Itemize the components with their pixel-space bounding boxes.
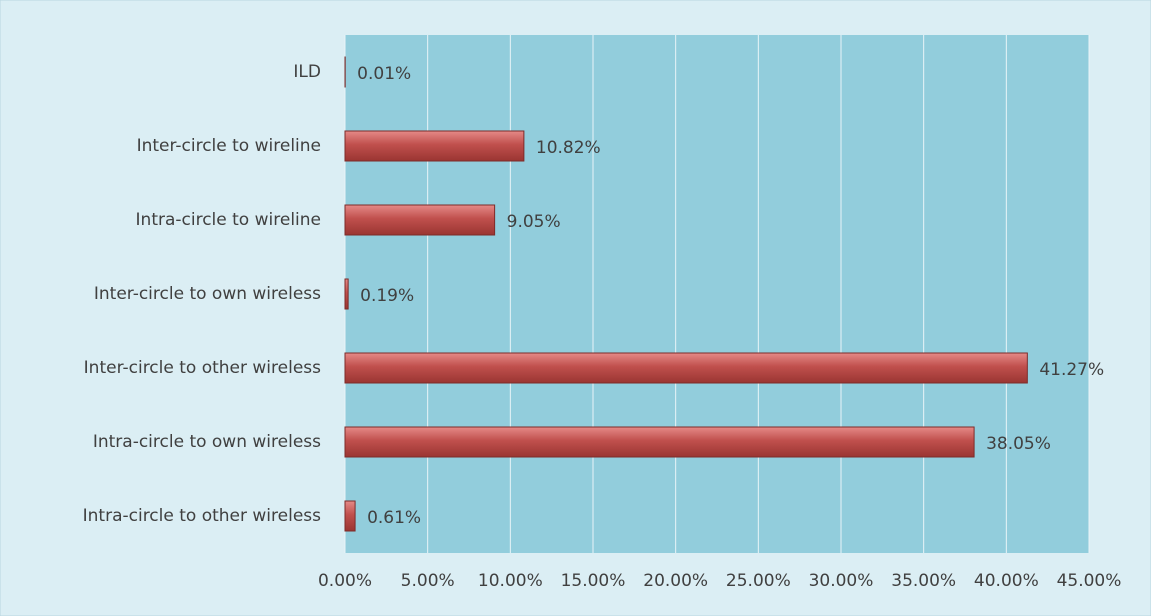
- x-tick-label: 15.00%: [561, 571, 626, 591]
- data-label: 0.01%: [357, 64, 411, 84]
- y-tick-label: Intra-circle to wireline: [136, 210, 321, 230]
- bar: [344, 352, 1028, 384]
- x-tick-label: 10.00%: [478, 571, 543, 591]
- data-label: 41.27%: [1039, 360, 1104, 380]
- bar: [344, 130, 525, 162]
- bar: [344, 204, 496, 236]
- y-tick-label: Intra-circle to other wireless: [83, 506, 322, 526]
- data-label: 0.61%: [367, 508, 421, 528]
- bar: [344, 278, 349, 310]
- x-tick-label: 40.00%: [974, 571, 1039, 591]
- x-tick-label: 30.00%: [809, 571, 874, 591]
- bar: [344, 500, 356, 532]
- data-label: 38.05%: [986, 434, 1051, 454]
- y-tick-label: Intra-circle to own wireless: [93, 432, 321, 452]
- y-tick-label: ILD: [293, 62, 321, 82]
- data-label: 9.05%: [507, 212, 561, 232]
- data-label: 0.19%: [360, 286, 414, 306]
- x-tick-label: 5.00%: [401, 571, 455, 591]
- x-tick-label: 45.00%: [1057, 571, 1122, 591]
- y-tick-label: Inter-circle to own wireless: [94, 284, 321, 304]
- x-tick-label: 0.00%: [318, 571, 372, 591]
- y-tick-label: Inter-circle to other wireless: [84, 358, 321, 378]
- data-label: 10.82%: [536, 138, 601, 158]
- x-tick-label: 25.00%: [726, 571, 791, 591]
- bar: [344, 426, 975, 458]
- x-tick-label: 20.00%: [643, 571, 708, 591]
- plot-area: [345, 35, 1089, 553]
- x-tick-label: 35.00%: [891, 571, 956, 591]
- y-tick-label: Inter-circle to wireline: [137, 136, 321, 156]
